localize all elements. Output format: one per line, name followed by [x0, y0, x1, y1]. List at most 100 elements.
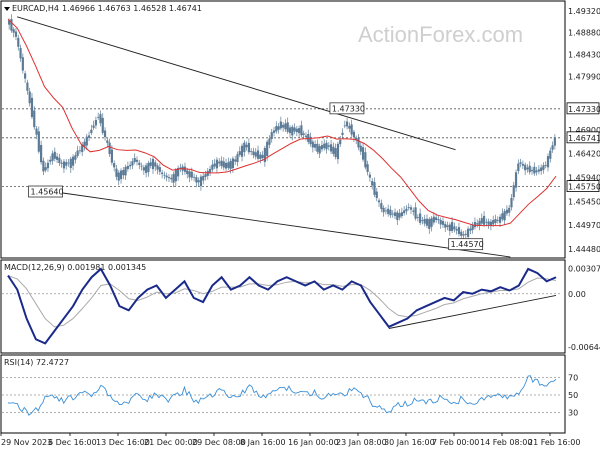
candle-body [320, 145, 324, 150]
macd-layer: 0.003079 0.00 -0.006442 [2, 264, 600, 352]
candle-body [215, 159, 219, 169]
candle-body [78, 150, 82, 152]
candle-body [448, 224, 451, 231]
candle-body [151, 158, 155, 170]
price-label-0: 1.47330 [332, 104, 365, 113]
candle-body [133, 157, 136, 162]
candle-body [33, 110, 36, 128]
candle-body [546, 156, 550, 168]
candle-body [58, 157, 61, 164]
candle-body [46, 162, 50, 169]
price-axis-box-6 [566, 131, 600, 144]
candle-body [126, 165, 129, 169]
candle-body [288, 127, 292, 134]
price-axis-box-9 [566, 180, 600, 193]
candle-body [553, 137, 556, 146]
candle-body [439, 219, 442, 225]
candle-body [492, 220, 495, 225]
candle-body [179, 167, 182, 169]
candle-body [263, 147, 266, 162]
price-axis-tick-10: 1.45450 [568, 197, 600, 206]
candle-body [336, 143, 340, 160]
price-axis-tick-12: 1.44480 [568, 245, 600, 254]
candle-body [451, 222, 454, 231]
rsi-layer: 70 50 30 [2, 374, 578, 418]
candle-body [501, 213, 504, 220]
candle-body [24, 73, 27, 79]
candle-body [540, 167, 543, 172]
candle-body [508, 207, 511, 213]
candle-body [206, 170, 209, 176]
candle-body [163, 174, 166, 176]
candle-body [482, 215, 486, 225]
candle-body [519, 162, 522, 164]
candle-body [405, 208, 408, 212]
dropdown-triangle-icon[interactable] [4, 7, 10, 11]
candle-body [455, 229, 458, 231]
candle-body [65, 162, 68, 166]
candle-body [55, 156, 59, 160]
candle-body [261, 154, 264, 158]
candle-body [352, 131, 356, 138]
candle-body [471, 225, 474, 230]
candle-body [204, 174, 207, 177]
candle-body [535, 170, 538, 173]
candle-body [154, 162, 157, 167]
ohlc-label: 1.46966 1.46763 1.46528 1.46741 [62, 4, 202, 13]
candle-body [355, 137, 358, 140]
candle-body [170, 177, 173, 180]
candle-body [476, 223, 479, 225]
candle-body [51, 153, 54, 161]
candle-body [81, 144, 84, 153]
candle-body [304, 135, 308, 137]
price-axis-tick-9: 1.45750 [568, 183, 600, 192]
candle-body [398, 213, 401, 218]
candle-body [489, 221, 493, 227]
candle-body [318, 146, 321, 154]
candle-body [115, 168, 118, 177]
candle-body [551, 145, 554, 150]
macd-trendline [388, 294, 557, 329]
candle-body [199, 176, 203, 187]
candle-body [188, 171, 191, 178]
candle-body [211, 164, 214, 170]
candle-body [92, 125, 95, 128]
candle-body [202, 175, 205, 181]
candle-body [316, 143, 319, 152]
price-axis-tick-0: 1.49320 [568, 7, 600, 16]
candle-body [430, 218, 433, 227]
candle-body [74, 155, 77, 160]
candle-body [446, 225, 449, 228]
price-axis-tick-5: 1.46900 [568, 126, 600, 135]
candle-body [208, 169, 212, 173]
candle-body [284, 123, 287, 130]
candle-body [10, 18, 13, 31]
candle-body [85, 136, 88, 146]
candle-body [224, 162, 228, 169]
candle-body [453, 226, 456, 230]
candle-body [21, 57, 24, 71]
candle-body [30, 97, 34, 118]
candle-body [441, 221, 445, 225]
candle-body [37, 131, 40, 152]
candle-body [423, 218, 426, 224]
candle-body [291, 126, 294, 136]
candle-body [87, 135, 91, 138]
price-layer: 1.47330 1.45640 1.44570 1.49320 1.48880 1.484… [2, 7, 600, 258]
price-label-2: 1.44570 [451, 240, 484, 249]
candle-body [71, 156, 75, 166]
candle-body [122, 169, 125, 176]
candle-body [234, 159, 237, 162]
candle-body [382, 207, 385, 213]
candle-body [177, 167, 180, 177]
candle-body [380, 203, 383, 209]
candle-body [487, 221, 490, 225]
candle-body [106, 140, 109, 143]
candle-body [19, 48, 22, 59]
candle-body [544, 165, 547, 166]
candle-body [14, 31, 18, 37]
candle-body [368, 174, 372, 178]
candle-body [229, 160, 232, 169]
candle-body [473, 221, 477, 228]
candle-body [44, 167, 47, 171]
